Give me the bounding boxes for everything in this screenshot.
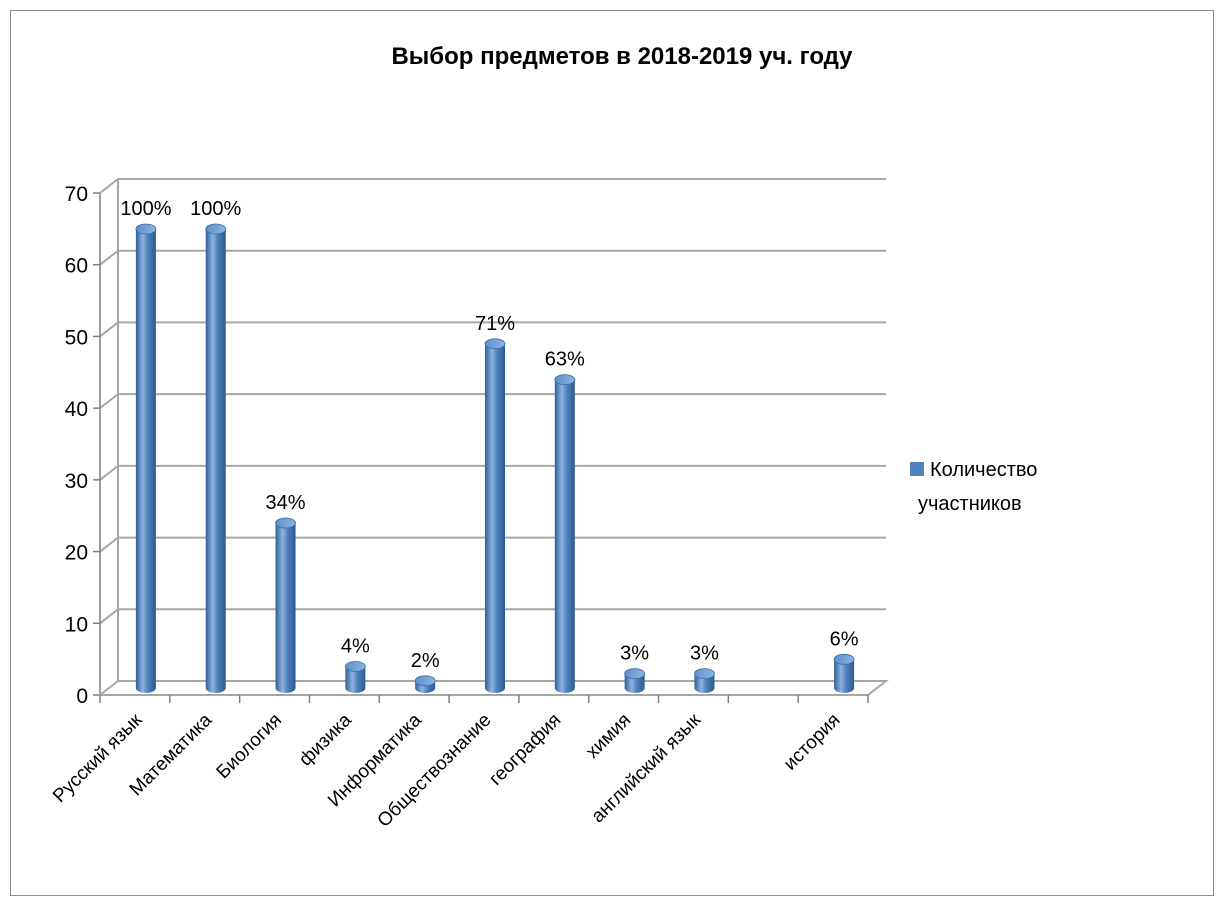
y-tick-label: 50 bbox=[65, 326, 88, 349]
bar bbox=[833, 653, 855, 693]
bar-body bbox=[275, 523, 296, 693]
bar-top bbox=[624, 668, 646, 680]
bar-top bbox=[135, 223, 157, 235]
bar bbox=[205, 223, 227, 693]
data-label: 3% bbox=[690, 643, 719, 665]
bar-top bbox=[205, 223, 227, 235]
legend-label-line-1: Количество bbox=[930, 459, 1037, 481]
bar bbox=[624, 668, 646, 693]
axes: 0 10 20 30 40 50 60 70 bbox=[65, 179, 889, 708]
bar-body bbox=[485, 343, 505, 693]
bar-top bbox=[694, 668, 715, 680]
y-tick-label: 30 bbox=[65, 470, 88, 493]
data-label: 3% bbox=[620, 643, 649, 665]
bar bbox=[275, 517, 296, 693]
bar-top bbox=[484, 338, 506, 350]
legend: Количество участников bbox=[910, 459, 1037, 515]
bar-body bbox=[345, 666, 366, 693]
floor bbox=[97, 680, 889, 696]
bar bbox=[135, 223, 157, 693]
data-label: 4% bbox=[341, 635, 370, 657]
data-label: 63% bbox=[545, 349, 585, 371]
data-label: 2% bbox=[411, 650, 440, 672]
bar-body bbox=[834, 659, 855, 693]
category-label: история bbox=[780, 710, 845, 775]
y-tick-label: 20 bbox=[65, 542, 88, 565]
y-tick-label: 0 bbox=[76, 685, 88, 708]
bar-top bbox=[554, 374, 576, 386]
gridline bbox=[99, 178, 886, 194]
bar bbox=[554, 374, 576, 693]
data-label: 71% bbox=[475, 313, 515, 335]
bar-body bbox=[694, 673, 715, 693]
bars bbox=[135, 223, 855, 693]
category-label: химия bbox=[582, 710, 635, 763]
category-label: география bbox=[485, 710, 565, 790]
y-tick-label: 60 bbox=[65, 255, 88, 278]
legend-label-line-2: участников bbox=[918, 493, 1022, 515]
data-label: 34% bbox=[266, 492, 306, 514]
y-tick-label: 40 bbox=[65, 398, 88, 421]
bar-top bbox=[414, 675, 436, 687]
category-label: физика bbox=[295, 709, 356, 770]
data-labels: 100% 100% 34% 4% 2% 71% 63% 3% 3% 6% bbox=[120, 198, 858, 672]
bar bbox=[484, 338, 506, 693]
bar bbox=[344, 661, 366, 693]
bar bbox=[694, 668, 715, 693]
bar-top bbox=[833, 653, 855, 665]
bar-body bbox=[135, 229, 156, 693]
data-label: 6% bbox=[830, 628, 859, 650]
bar-top bbox=[344, 661, 366, 672]
bar-body bbox=[554, 379, 575, 693]
chart-title: Выбор предметов в 2018-2019 уч. году bbox=[391, 43, 853, 70]
bar-top bbox=[275, 517, 296, 529]
bar bbox=[414, 675, 436, 693]
category-label: Биология bbox=[213, 710, 286, 783]
legend-swatch bbox=[910, 462, 924, 476]
bar-body bbox=[624, 673, 645, 693]
y-tick-label: 10 bbox=[65, 613, 88, 636]
data-label: 100% bbox=[190, 198, 241, 220]
data-label: 100% bbox=[120, 198, 171, 220]
y-tick-label: 70 bbox=[65, 183, 88, 206]
bar-body bbox=[205, 229, 226, 693]
